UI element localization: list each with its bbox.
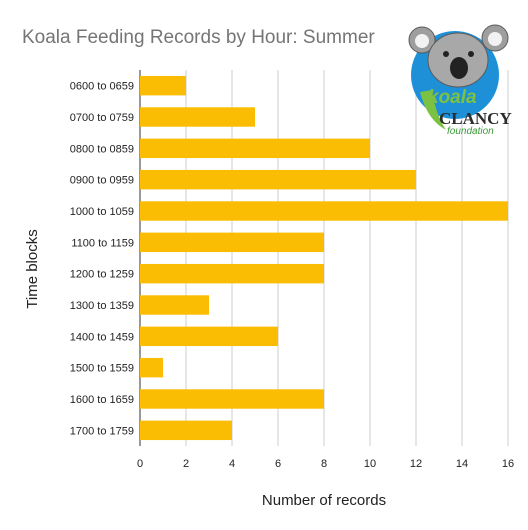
x-tick-label: 16 (502, 458, 514, 470)
x-axis-label: Number of records (262, 492, 386, 509)
y-tick-label: 0800 to 0859 (70, 143, 134, 155)
logo-word: koala (428, 87, 477, 108)
bar (140, 295, 209, 315)
y-tick-label: 0700 to 0759 (70, 112, 134, 124)
bars (140, 75, 508, 441)
y-tick-label: 1000 to 1059 (70, 206, 134, 218)
x-tick-label: 6 (275, 458, 281, 470)
y-tick-label: 1700 to 1759 (70, 425, 134, 437)
y-tick-label: 1200 to 1259 (70, 269, 134, 281)
bar (140, 420, 232, 441)
x-tick-label: 14 (456, 458, 468, 470)
x-tick-label: 2 (183, 458, 189, 470)
bar (140, 107, 255, 127)
x-tick-labels: 0 2 4 6 8 10 12 14 16 (137, 458, 514, 470)
grid-lines (139, 70, 509, 446)
y-axis-label: Time blocks (24, 229, 41, 308)
koala-clancy-logo: koala CLANCY foundation (408, 24, 512, 137)
y-tick-label: 0600 to 0659 (70, 81, 134, 93)
bar (140, 263, 324, 284)
bar (140, 326, 278, 347)
y-tick-label: 1500 to 1559 (70, 363, 134, 375)
bar (140, 232, 324, 253)
y-tick-label: 1600 to 1659 (70, 394, 134, 406)
bar (140, 169, 416, 190)
bar (140, 357, 163, 378)
chart-title: Koala Feeding Records by Hour: Summer (22, 27, 375, 48)
leaf-icon (420, 90, 446, 130)
logo-name: CLANCY (439, 109, 512, 128)
koala-head-icon (408, 24, 509, 88)
logo-sub: foundation (447, 126, 494, 137)
y-tick-labels: 0600 to 0659 0700 to 0759 0800 to 0859 0900… (70, 81, 134, 438)
x-tick-label: 10 (364, 458, 376, 470)
x-tick-label: 4 (229, 458, 235, 470)
x-tick-label: 12 (410, 458, 422, 470)
bar (140, 138, 370, 159)
y-tick-label: 1100 to 1159 (71, 237, 134, 249)
bar (140, 389, 324, 409)
y-tick-label: 1300 to 1359 (70, 300, 134, 312)
y-tick-label: 0900 to 0959 (70, 175, 134, 187)
x-tick-label: 0 (137, 458, 143, 470)
x-tick-label: 8 (321, 458, 327, 470)
bar (140, 201, 508, 221)
y-tick-label: 1400 to 1459 (70, 331, 134, 343)
bar (140, 75, 186, 96)
